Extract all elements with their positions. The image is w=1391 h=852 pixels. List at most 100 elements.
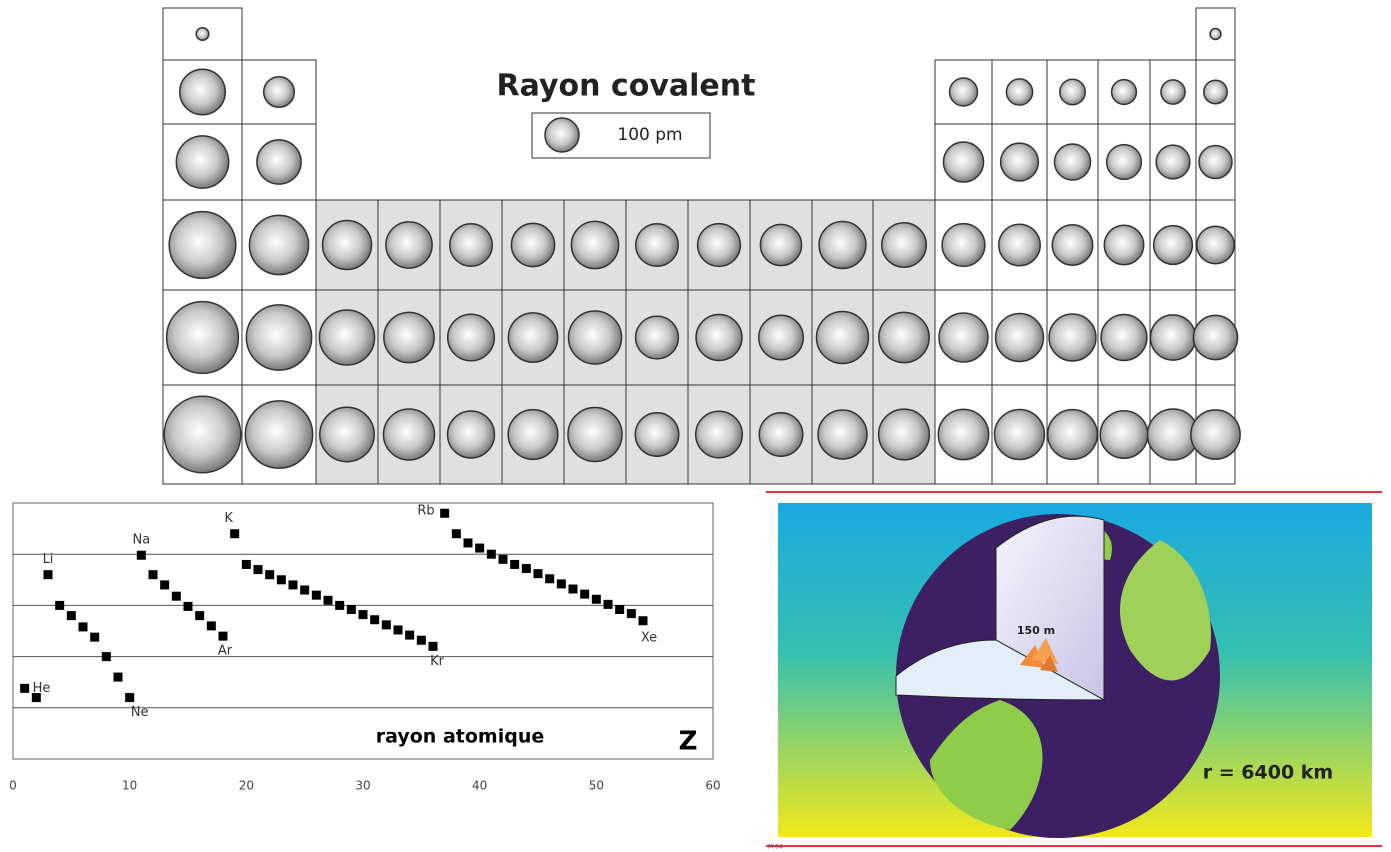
bubble [818, 410, 867, 459]
point [137, 551, 146, 560]
bubble [636, 224, 679, 267]
bubble [245, 401, 312, 468]
x-tick-label: 30 [355, 779, 370, 793]
point-label: Ne [131, 705, 149, 720]
axis-label: rayon atomique [376, 726, 544, 748]
point [545, 574, 554, 583]
point [55, 601, 64, 610]
point-label: Na [132, 533, 150, 548]
corner-label: Z [679, 727, 698, 757]
x-tick-label: 10 [122, 779, 137, 793]
point [522, 564, 531, 573]
bubble [1054, 144, 1090, 180]
bubble [1204, 80, 1227, 103]
bubble [696, 411, 743, 458]
point-label: Xe [641, 630, 657, 645]
bubble [636, 316, 679, 359]
bubble [246, 305, 311, 370]
bubble [511, 223, 554, 266]
bubble [568, 407, 622, 461]
bubble [943, 142, 983, 182]
point [219, 632, 228, 641]
point [615, 605, 624, 614]
point [300, 586, 309, 595]
bubble [696, 315, 742, 361]
bubble [879, 312, 929, 362]
point [417, 636, 426, 645]
bubble [1006, 79, 1032, 105]
bubble [319, 310, 374, 365]
plot-frame [13, 503, 713, 759]
point [114, 673, 123, 682]
point [125, 693, 134, 702]
point [44, 570, 53, 579]
periodic-table: Rayon covalent 100 pm [163, 8, 1240, 484]
point [265, 570, 274, 579]
bubble [879, 409, 930, 460]
legend-bubble [545, 118, 579, 152]
bubble [999, 224, 1040, 265]
bubble [939, 313, 988, 362]
code-label: M 04 [768, 844, 783, 851]
legend-label: 100 pm [617, 125, 682, 145]
bubble [938, 409, 988, 459]
point-label: Ar [218, 644, 233, 659]
point [557, 579, 566, 588]
x-tick-label: 20 [239, 779, 254, 793]
bubble [1210, 29, 1221, 40]
bubble [759, 315, 804, 360]
bubble [508, 410, 558, 460]
point [405, 631, 414, 640]
point [242, 560, 251, 569]
point [440, 509, 449, 518]
point [627, 609, 636, 618]
bubble [942, 224, 985, 267]
point [452, 529, 461, 538]
point [67, 611, 76, 620]
x-tick-label: 40 [472, 779, 487, 793]
point [289, 580, 298, 589]
bubble [819, 222, 866, 269]
bubble [1100, 411, 1148, 459]
point [277, 575, 286, 584]
bubble [167, 302, 239, 374]
bubble [249, 215, 308, 274]
point [32, 693, 41, 702]
point [475, 544, 484, 553]
bubble [882, 223, 927, 268]
bubble [257, 140, 301, 184]
bubble [1161, 80, 1185, 104]
point [499, 555, 508, 564]
point [149, 570, 158, 579]
bubble [1150, 315, 1195, 360]
point [569, 585, 578, 594]
point [394, 625, 403, 634]
point [510, 560, 519, 569]
point-label: Kr [430, 654, 445, 669]
point [639, 616, 648, 625]
illustration: 150 m r = 6400 km M 04 [766, 492, 1382, 851]
bubble [698, 224, 741, 267]
bubble [1112, 80, 1137, 105]
bubble [760, 224, 801, 265]
point-label: Li [43, 552, 54, 567]
point [592, 595, 601, 604]
point [102, 652, 111, 661]
point [534, 569, 543, 578]
bubble [508, 313, 557, 362]
bubble [759, 413, 803, 457]
point [195, 611, 204, 620]
point [464, 538, 473, 547]
bubble [180, 69, 226, 115]
point-label: Rb [417, 504, 434, 519]
chart-title: Rayon covalent [497, 69, 756, 104]
point [370, 615, 379, 624]
point [347, 605, 356, 614]
x-tick-label: 0 [9, 779, 17, 793]
bubble [176, 136, 228, 188]
bubble [568, 311, 621, 364]
bubble [635, 413, 679, 457]
bubble [571, 221, 618, 268]
point [580, 590, 589, 599]
